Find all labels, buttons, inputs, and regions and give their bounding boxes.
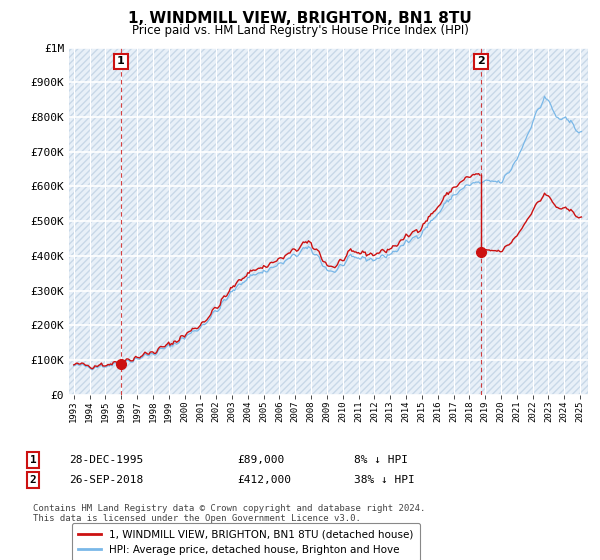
Text: 1, WINDMILL VIEW, BRIGHTON, BN1 8TU: 1, WINDMILL VIEW, BRIGHTON, BN1 8TU <box>128 11 472 26</box>
Text: 28-DEC-1995: 28-DEC-1995 <box>69 455 143 465</box>
Text: 1: 1 <box>117 57 125 67</box>
Legend: 1, WINDMILL VIEW, BRIGHTON, BN1 8TU (detached house), HPI: Average price, detach: 1, WINDMILL VIEW, BRIGHTON, BN1 8TU (det… <box>71 523 420 560</box>
Text: 38% ↓ HPI: 38% ↓ HPI <box>354 475 415 485</box>
Text: 2: 2 <box>29 475 37 485</box>
Text: 1: 1 <box>29 455 37 465</box>
Text: 8% ↓ HPI: 8% ↓ HPI <box>354 455 408 465</box>
Text: 2: 2 <box>477 57 485 67</box>
Text: 26-SEP-2018: 26-SEP-2018 <box>69 475 143 485</box>
Text: Price paid vs. HM Land Registry's House Price Index (HPI): Price paid vs. HM Land Registry's House … <box>131 24 469 36</box>
Text: £412,000: £412,000 <box>237 475 291 485</box>
Text: Contains HM Land Registry data © Crown copyright and database right 2024.
This d: Contains HM Land Registry data © Crown c… <box>33 504 425 524</box>
Text: £89,000: £89,000 <box>237 455 284 465</box>
